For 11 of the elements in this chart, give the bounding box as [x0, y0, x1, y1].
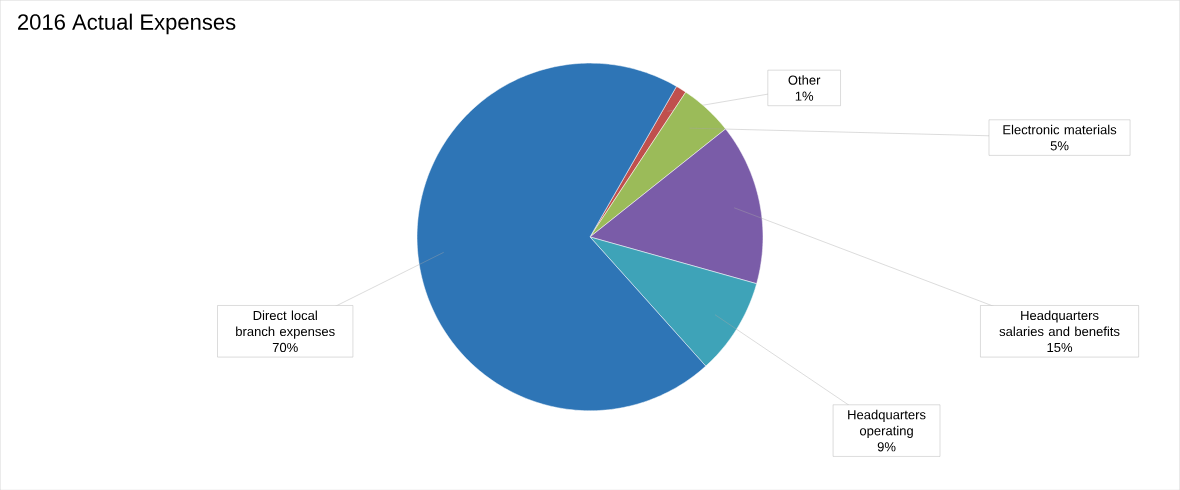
slice-label: Headquarters salaries and benefits [999, 310, 1120, 336]
data-label: 15% [1047, 342, 1073, 352]
chart-title: 2016 Actual Expenses [18, 13, 236, 34]
slice-label: Electronic materials [1003, 124, 1117, 135]
data-label: 9% [877, 441, 896, 452]
slice-label: Direct local branch expenses [236, 310, 335, 339]
slice-label: Headquarters operating [848, 409, 926, 438]
data-label: 5% [1050, 141, 1069, 151]
data-label: 70% [272, 342, 298, 352]
data-label: 1% [795, 91, 814, 101]
slice-label: Other [788, 74, 821, 85]
